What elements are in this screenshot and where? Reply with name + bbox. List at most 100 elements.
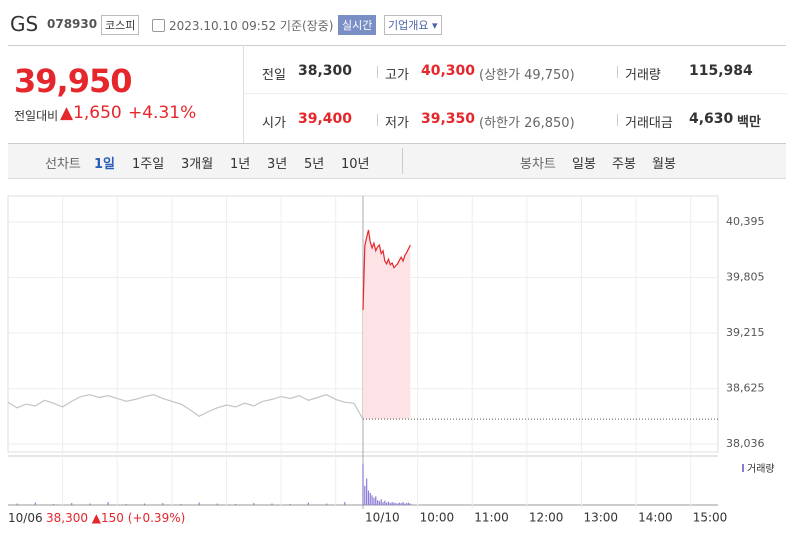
volume-bar	[125, 504, 127, 505]
volume-bar	[143, 503, 146, 505]
volume-bar	[371, 495, 373, 505]
volume-bar	[393, 502, 395, 505]
x-tick-label: 15:00	[693, 511, 728, 525]
volume-bar	[378, 501, 380, 505]
stock-code: 078930	[47, 17, 98, 31]
volume-bar	[373, 497, 375, 505]
current-price: 39,950	[14, 62, 132, 100]
tab[interactable]: 주봉	[612, 157, 636, 172]
volume-bar	[395, 503, 397, 505]
price-line	[362, 229, 411, 310]
divider	[244, 93, 787, 94]
volume-bar	[366, 478, 368, 505]
tab-label: 봉차트	[520, 157, 556, 172]
volume-bar	[409, 503, 411, 505]
volume-bar	[364, 485, 366, 505]
realtime-badge[interactable]: 실시간	[338, 15, 377, 35]
change-label: 전일대비	[14, 109, 59, 123]
volume-bar	[52, 504, 55, 505]
quote-box	[8, 45, 786, 144]
volume-bar	[367, 490, 370, 505]
x-tick-label: 10/10	[365, 511, 400, 525]
price-line	[7, 394, 364, 420]
volume-bar	[162, 503, 164, 505]
divider	[377, 66, 378, 78]
tab[interactable]: 1일	[94, 157, 116, 172]
stat-label: 고가	[385, 68, 409, 83]
prev-day-close: 38,300 ▲150 (+0.39%)	[46, 511, 186, 525]
volume-bar	[402, 502, 404, 505]
y-tick-label: 38,625	[726, 382, 765, 395]
stat-unit: 백만	[737, 115, 761, 130]
timestamp: 2023.10.10 09:52 기준(장중)	[169, 19, 334, 33]
clock-icon	[152, 19, 165, 32]
stat-note: (하한가 26,850)	[479, 116, 575, 131]
company-info-button[interactable]: 기업개요 ▾	[384, 15, 442, 35]
volume-bar	[16, 503, 18, 505]
tab[interactable]: 5년	[304, 157, 325, 172]
volume-bar	[384, 500, 386, 505]
tab-label: 선차트	[45, 157, 81, 172]
stat-label: 거래대금	[625, 116, 673, 131]
stat-note: (상한가 49,750)	[479, 68, 575, 83]
stat-label: 시가	[262, 116, 286, 131]
x-tick-label: 12:00	[529, 511, 564, 525]
stat-value: 115,984	[689, 63, 753, 79]
stat-value: 4,630	[689, 111, 734, 127]
stat-value: 40,300	[421, 63, 476, 79]
tab[interactable]: 3개월	[181, 157, 214, 172]
change-value: 1,650	[73, 103, 122, 123]
legend-swatch	[742, 464, 744, 472]
tab[interactable]: 1주일	[132, 157, 165, 172]
company-info: 기업개요	[388, 19, 429, 32]
volume-bar	[198, 502, 200, 505]
volume-bar	[369, 493, 371, 505]
volume-bar	[307, 502, 309, 505]
volume-bar	[375, 496, 377, 505]
stat-value: 39,400	[298, 111, 353, 127]
x-tick-label: 11:00	[474, 511, 509, 525]
stat-value: 38,300	[298, 63, 353, 79]
stat-label: 거래량	[625, 68, 661, 83]
volume-bar	[34, 502, 36, 505]
volume-bar	[404, 503, 406, 505]
divider	[617, 66, 618, 78]
prev-day-date: 10/06	[8, 511, 43, 525]
tab[interactable]: 3년	[267, 157, 288, 172]
y-tick-label: 39,805	[726, 271, 765, 284]
volume-bar	[107, 502, 109, 505]
stock-name: GS	[10, 12, 39, 36]
volume-bar	[289, 504, 291, 505]
change-pct: +4.31%	[128, 103, 197, 123]
stat-label: 전일	[262, 68, 286, 83]
stat-value: 39,350	[421, 111, 476, 127]
tab[interactable]: 월봉	[652, 157, 676, 172]
volume-bar	[180, 504, 182, 505]
x-tick-label: 10:00	[420, 511, 455, 525]
volume-bar	[325, 503, 328, 505]
volume-bar	[253, 503, 255, 505]
divider	[402, 148, 403, 174]
tab-bar	[8, 144, 786, 179]
tab[interactable]: 일봉	[572, 157, 596, 172]
divider	[243, 45, 244, 143]
volume-bar	[396, 503, 399, 505]
volume-bar	[391, 502, 393, 505]
volume-bar	[400, 503, 402, 505]
volume-bar	[382, 502, 384, 505]
tab[interactable]: 1년	[230, 157, 251, 172]
volume-bar	[398, 502, 401, 505]
y-tick-label: 40,395	[726, 215, 765, 228]
volume-bar	[71, 503, 73, 505]
volume-bar	[386, 502, 388, 505]
legend-label: 거래량	[747, 463, 775, 475]
divider	[377, 114, 378, 126]
area-fill	[363, 229, 411, 420]
volume-bar	[376, 500, 379, 505]
volume-bar	[271, 503, 273, 505]
tab[interactable]: 10년	[341, 157, 370, 172]
volume-bar	[387, 501, 390, 505]
stat-label: 저가	[385, 116, 409, 131]
